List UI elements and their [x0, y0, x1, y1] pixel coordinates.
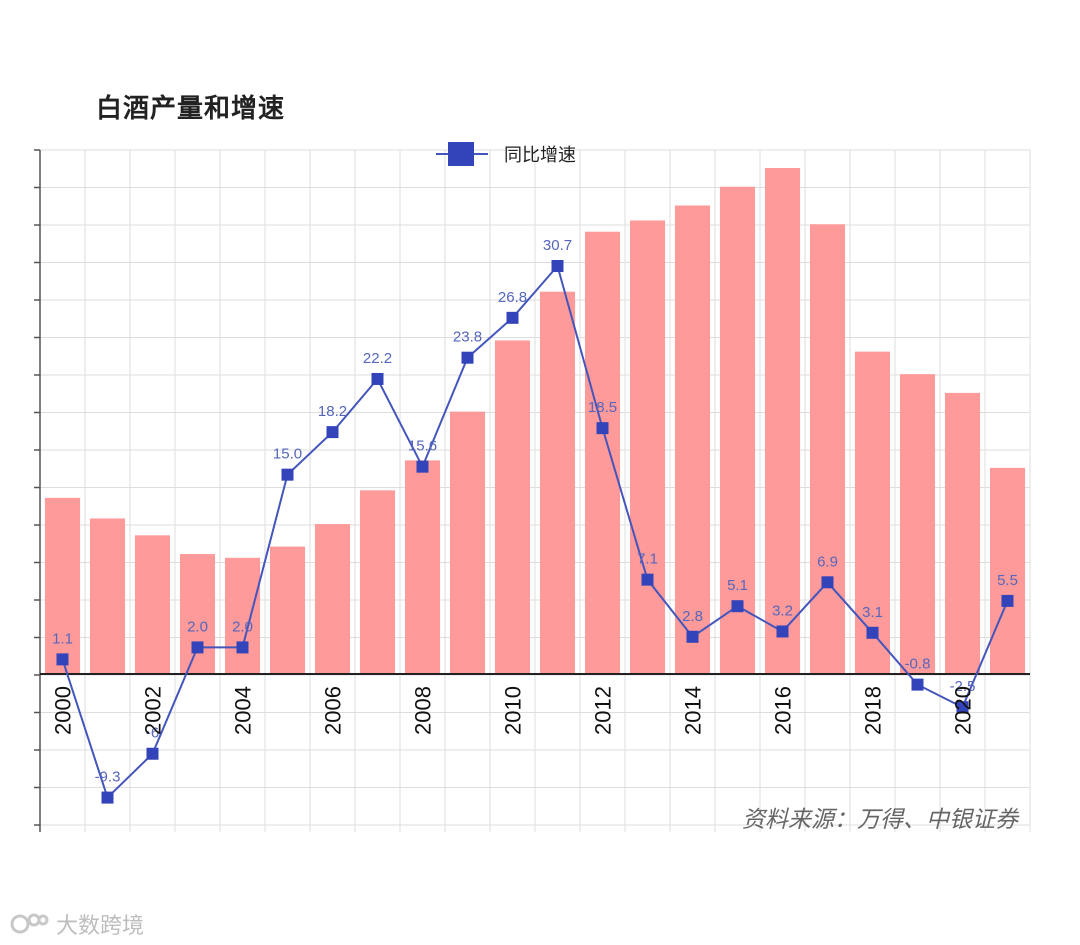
- legend-label: 同比增速: [504, 145, 576, 165]
- source-note: 资料来源：万得、中银证券: [742, 807, 1018, 833]
- watermark-text: 大数跨境: [56, 914, 145, 939]
- watermark-logo-icon: [10, 913, 49, 934]
- growth-data-label: 7.1: [637, 551, 658, 568]
- x-tick-label: 2004: [231, 686, 256, 735]
- bar: [269, 546, 306, 674]
- growth-point: [236, 641, 249, 654]
- growth-point: [461, 351, 474, 364]
- bar: [449, 411, 486, 674]
- growth-line: [61, 263, 1009, 800]
- growth-data-label: 18.2: [318, 403, 347, 420]
- x-tick-label: 2006: [321, 686, 346, 735]
- growth-point: [821, 576, 834, 589]
- bar: [89, 518, 126, 674]
- growth-data-label: 2.0: [232, 618, 253, 635]
- x-tick-label: 2018: [861, 686, 886, 735]
- bar: [179, 554, 216, 674]
- bar: [674, 205, 711, 674]
- growth-point: [326, 426, 339, 439]
- growth-data-label: 1.1: [52, 630, 73, 647]
- growth-point: [596, 422, 609, 435]
- growth-point: [146, 747, 159, 760]
- growth-data-label: 5.5: [997, 572, 1018, 589]
- growth-point: [506, 311, 519, 324]
- x-tick-label: 2010: [501, 686, 526, 735]
- bar: [224, 557, 261, 674]
- bar: [404, 460, 441, 674]
- bar: [899, 374, 936, 674]
- chart-title: 白酒产量和增速: [96, 94, 286, 124]
- bar: [584, 231, 621, 675]
- growth-data-label: -0.8: [905, 656, 931, 673]
- growth-data-label: 23.8: [453, 329, 482, 346]
- growth-data-label: 2.8: [682, 608, 703, 625]
- legend: 同比增速: [436, 142, 576, 166]
- growth-point: [641, 573, 654, 586]
- growth-point: [866, 626, 879, 639]
- growth-point: [281, 468, 294, 481]
- growth-point: [956, 701, 969, 714]
- bar-series: [44, 168, 1026, 675]
- growth-data-label: -2.5: [950, 678, 976, 695]
- growth-data-label: 5.1: [727, 577, 748, 594]
- bar: [629, 220, 666, 675]
- x-tick-labels: 2000 2002 2004 2006 2008 2010 2012 2014 2016 2018…: [51, 686, 976, 735]
- growth-data-label: -6: [146, 725, 159, 742]
- growth-point: [56, 653, 69, 666]
- axes: [34, 149, 1030, 832]
- growth-data-label: -9.3: [95, 769, 121, 786]
- growth-data-label: 30.7: [543, 237, 572, 254]
- growth-point: [101, 791, 114, 804]
- growth-point: [371, 372, 384, 385]
- bar: [854, 351, 891, 674]
- growth-point: [731, 600, 744, 613]
- growth-data-label: 3.2: [772, 602, 793, 619]
- bar: [314, 524, 351, 674]
- growth-data-label: 3.1: [862, 604, 883, 621]
- bar: [719, 186, 756, 675]
- growth-point: [686, 630, 699, 643]
- bar: [494, 340, 531, 674]
- bar: [44, 497, 81, 674]
- bar: [989, 467, 1026, 674]
- bar: [359, 490, 396, 674]
- bar: [134, 535, 171, 674]
- growth-point: [416, 460, 429, 473]
- bar: [539, 291, 576, 674]
- x-tick-label: 2012: [591, 686, 616, 735]
- bar: [764, 168, 801, 674]
- x-tick-label: 2002: [141, 686, 166, 735]
- growth-point: [191, 641, 204, 654]
- growth-data-label: 22.2: [363, 350, 392, 367]
- growth-point: [776, 625, 789, 638]
- growth-point: [911, 678, 924, 691]
- growth-data-label: 18.5: [588, 399, 617, 416]
- line-series: 1.1 -9.3 -6 2.0 2.0 15.0 18.2 22.2 15.6 23.8 26.8 3…: [52, 237, 1018, 804]
- x-tick-label: 2008: [411, 686, 436, 735]
- growth-point: [1001, 594, 1014, 607]
- x-tick-label: 2014: [681, 686, 706, 735]
- growth-data-label: 15.6: [408, 438, 437, 455]
- watermark: 大数跨境: [10, 908, 144, 940]
- growth-data-label: 15.0: [273, 446, 302, 463]
- bar: [809, 224, 846, 674]
- growth-point: [551, 260, 564, 272]
- legend-marker: [448, 142, 474, 166]
- x-tick-label: 2020: [951, 686, 976, 735]
- growth-data-label: 2.0: [187, 618, 208, 635]
- x-tick-label: 2000: [51, 686, 76, 735]
- growth-data-label: 6.9: [817, 553, 838, 570]
- x-tick-label: 2016: [771, 686, 796, 735]
- bar: [944, 392, 981, 674]
- growth-data-label: 26.8: [498, 289, 527, 306]
